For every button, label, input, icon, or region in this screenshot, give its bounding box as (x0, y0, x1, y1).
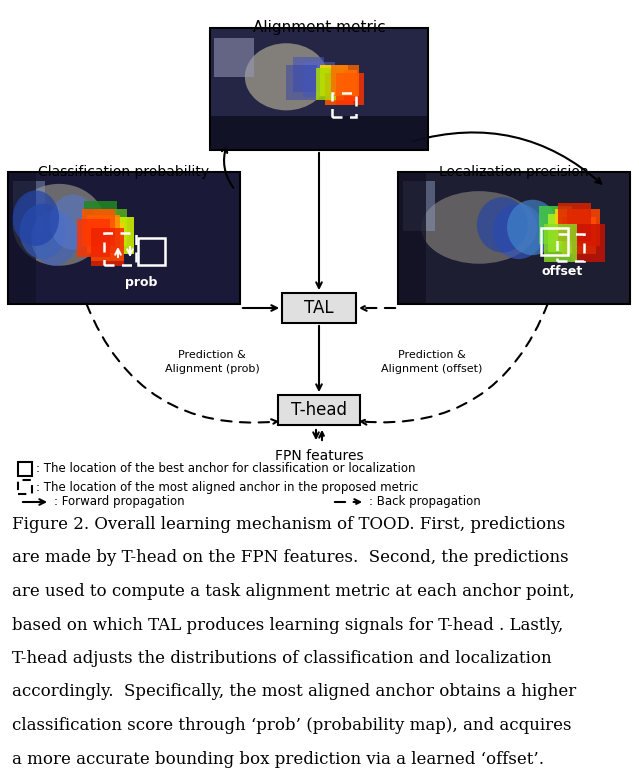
Text: : Forward propagation: : Forward propagation (54, 496, 185, 509)
Bar (398, 172, 630, 304)
Text: are used to compute a task alignment metric at each anchor point,: are used to compute a task alignment met… (12, 583, 574, 600)
Bar (210, 28, 428, 150)
Ellipse shape (477, 197, 528, 252)
Bar (13, 181, 45, 232)
Bar (77, 219, 111, 257)
Bar (398, 172, 426, 304)
Ellipse shape (13, 184, 105, 266)
Text: Alignment metric: Alignment metric (252, 20, 385, 35)
Bar (398, 172, 630, 304)
Text: Classification probability: Classification probability (38, 165, 210, 179)
Bar (278, 395, 360, 425)
Bar (8, 172, 240, 304)
Text: prob: prob (125, 276, 157, 289)
Bar (214, 38, 254, 76)
Bar (18, 480, 32, 494)
Text: offset: offset (541, 265, 583, 278)
Text: : The location of the best anchor for classification or localization: : The location of the best anchor for cl… (36, 462, 415, 476)
Bar (8, 172, 240, 304)
Bar (572, 225, 604, 262)
Bar (91, 229, 125, 266)
Text: TAL: TAL (304, 299, 334, 317)
Bar (104, 233, 136, 265)
Bar (555, 208, 589, 246)
Ellipse shape (493, 204, 544, 259)
Bar (539, 206, 573, 244)
Bar (210, 28, 428, 150)
Ellipse shape (507, 200, 558, 256)
Bar (320, 65, 348, 96)
Bar (100, 216, 134, 254)
Ellipse shape (245, 43, 328, 110)
Text: T-head adjusts the distributions of classification and localization: T-head adjusts the distributions of clas… (12, 650, 551, 667)
Bar (282, 293, 356, 323)
Bar (332, 93, 356, 117)
Text: Localization precision: Localization precision (439, 165, 589, 179)
Bar (286, 66, 317, 100)
Text: a more accurate bounding box prediction via a learned ‘offset’.: a more accurate bounding box prediction … (12, 750, 544, 767)
Text: : The location of the most aligned anchor in the proposed metric: : The location of the most aligned ancho… (36, 480, 419, 493)
Bar (329, 69, 357, 101)
Text: accordingly.  Specifically, the most aligned anchor obtains a higher: accordingly. Specifically, the most alig… (12, 683, 576, 700)
Bar (325, 73, 353, 105)
Text: are made by T-head on the FPN features.  Second, the predictions: are made by T-head on the FPN features. … (12, 550, 569, 567)
Bar (84, 201, 118, 239)
Text: Figure 2. Overall learning mechanism of TOOD. First, predictions: Figure 2. Overall learning mechanism of … (12, 516, 566, 533)
Bar (93, 208, 127, 246)
Bar (544, 225, 577, 262)
Ellipse shape (421, 191, 537, 264)
Ellipse shape (31, 210, 77, 266)
Text: Prediction &
Alignment (offset): Prediction & Alignment (offset) (381, 350, 482, 374)
Bar (138, 238, 165, 265)
Bar (398, 172, 630, 304)
Ellipse shape (50, 195, 96, 250)
Bar (304, 62, 335, 96)
Ellipse shape (13, 191, 59, 246)
Bar (558, 203, 591, 241)
Bar (82, 208, 115, 246)
Bar (335, 73, 364, 105)
Bar (210, 28, 428, 150)
Bar (331, 65, 359, 96)
Bar (541, 228, 568, 255)
Ellipse shape (20, 204, 66, 259)
Bar (8, 172, 240, 304)
Bar (403, 181, 435, 232)
Bar (316, 69, 344, 100)
Bar (557, 234, 584, 261)
Bar (293, 57, 324, 92)
Bar (562, 216, 596, 254)
Bar (548, 214, 581, 252)
Text: Prediction &
Alignment (prob): Prediction & Alignment (prob) (165, 350, 259, 374)
Bar (567, 208, 600, 246)
Bar (18, 462, 32, 476)
Text: classification score through ‘prob’ (probability map), and acquires: classification score through ‘prob’ (pro… (12, 717, 571, 734)
Text: : Back propagation: : Back propagation (369, 496, 481, 509)
Bar (8, 172, 36, 304)
Bar (86, 215, 119, 253)
Text: T-head: T-head (291, 401, 347, 419)
Bar (91, 223, 125, 261)
Text: based on which TAL produces learning signals for T-head . Lastly,: based on which TAL produces learning sig… (12, 617, 563, 634)
Text: FPN features: FPN features (275, 449, 364, 463)
Bar (210, 116, 428, 150)
